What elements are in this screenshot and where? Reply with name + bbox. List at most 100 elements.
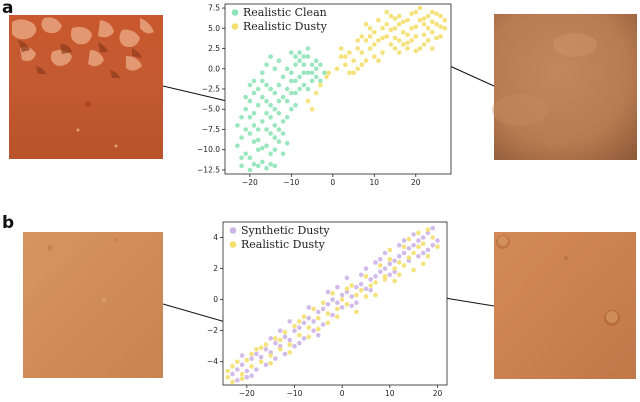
data-point (434, 21, 439, 27)
data-point (235, 367, 240, 372)
data-point (293, 62, 298, 67)
plot-frame (224, 3, 452, 175)
data-point (330, 312, 335, 318)
mars-dusty-surface-a (492, 14, 637, 160)
data-point (255, 127, 261, 132)
mars-realistic-dusty-b (494, 232, 636, 379)
data-point (351, 70, 356, 76)
data-point (392, 46, 398, 51)
data-point (239, 163, 244, 169)
data-point (301, 62, 307, 67)
data-point (330, 291, 335, 296)
data-point (392, 278, 397, 284)
legend-marker (231, 23, 239, 30)
data-point (293, 78, 298, 84)
data-point (268, 115, 273, 120)
data-point (363, 286, 369, 292)
data-point (401, 42, 406, 47)
data-point (397, 253, 402, 259)
data-point (392, 16, 398, 21)
data-point (305, 70, 311, 76)
data-point (367, 34, 373, 39)
data-point (430, 9, 435, 15)
data-point (425, 253, 431, 259)
data-point (289, 90, 294, 96)
y-tick-label: 0.0 (208, 64, 220, 73)
data-point (255, 86, 261, 92)
data-point (301, 70, 307, 76)
data-point (306, 305, 312, 310)
x-tick-label: −10 (283, 178, 299, 187)
data-point (417, 17, 423, 23)
data-point (306, 325, 312, 330)
data-point (268, 162, 273, 167)
data-point (264, 111, 269, 116)
data-point (268, 353, 274, 358)
data-point (260, 94, 265, 100)
data-point (421, 42, 427, 47)
data-point (282, 329, 288, 335)
data-point (420, 235, 426, 240)
x-tick-label: 20 (411, 178, 421, 187)
y-tick-label: 2 (213, 264, 218, 273)
data-point (247, 82, 253, 88)
data-point (378, 263, 383, 268)
data-point (264, 166, 269, 171)
data-point (411, 267, 416, 273)
data-point (372, 42, 377, 47)
data-point (251, 123, 257, 128)
data-point (430, 243, 436, 248)
data-point (421, 16, 427, 21)
data-point (293, 90, 298, 96)
data-point (372, 54, 377, 59)
data-point (263, 342, 269, 347)
data-point (438, 34, 443, 39)
data-point (247, 131, 253, 136)
data-point (273, 356, 278, 361)
data-point (378, 257, 383, 262)
data-point (301, 320, 307, 326)
data-point (384, 21, 390, 27)
data-point (406, 246, 412, 251)
data-point (405, 46, 410, 51)
data-point (260, 78, 265, 84)
x-tick-label: 20 (433, 389, 443, 398)
data-point (268, 361, 274, 366)
data-point (380, 50, 385, 55)
data-point (359, 34, 365, 39)
data-point (243, 127, 248, 132)
data-point (301, 314, 307, 320)
data-point (325, 289, 331, 295)
data-point (349, 303, 355, 309)
data-point (258, 359, 264, 365)
legend-label: Realistic Dusty (243, 20, 328, 33)
data-point (272, 135, 278, 140)
data-point (430, 235, 436, 240)
data-point (368, 277, 374, 282)
data-point (305, 46, 311, 51)
data-point (235, 143, 240, 148)
legend-marker (231, 9, 239, 16)
data-point (289, 106, 294, 112)
data-point (322, 70, 327, 76)
data-point (243, 94, 248, 100)
data-point (244, 374, 250, 380)
x-tick-label: 10 (370, 178, 380, 187)
data-point (287, 319, 293, 324)
data-point (316, 309, 321, 315)
y-tick-label: 4 (213, 233, 218, 242)
y-tick-label: −2 (207, 326, 218, 335)
data-point (430, 19, 435, 25)
data-point (354, 309, 359, 315)
data-point (239, 353, 245, 358)
data-point (413, 24, 419, 30)
data-point (349, 283, 355, 288)
data-point (258, 354, 264, 360)
data-point (384, 9, 390, 15)
data-point (284, 115, 290, 120)
data-point (376, 17, 381, 23)
data-point (425, 227, 431, 233)
data-point (405, 40, 410, 46)
data-point (420, 241, 426, 246)
data-point (282, 351, 288, 357)
